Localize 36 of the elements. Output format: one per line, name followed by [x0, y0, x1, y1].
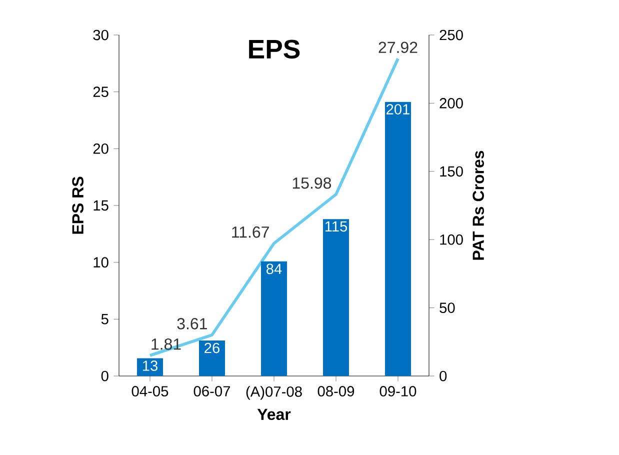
y2-tick-label: 250	[440, 30, 463, 40]
data-label: 201	[386, 104, 410, 114]
bar	[323, 219, 349, 376]
data-label: 27.92	[378, 42, 418, 54]
data-label: 11.67	[232, 226, 269, 238]
x-axis-title: Year	[257, 408, 291, 420]
x-tick-label: (A)07-08	[246, 386, 302, 400]
y2-axis-title: PAT Rs Crores	[472, 150, 484, 260]
x-tick-label: 06-07	[194, 386, 230, 396]
chart-title: EPS	[249, 40, 300, 59]
y-tick-label: 25	[93, 86, 108, 98]
data-label: 3.61	[177, 318, 207, 330]
y-axis-title: EPS RS	[72, 176, 84, 234]
y2-tick-label: 100	[440, 234, 463, 245]
x-tick-label: 04-05	[132, 386, 168, 396]
bar	[199, 340, 225, 376]
x-tick-label: 08-09	[318, 386, 354, 396]
y-tick-label: 10	[94, 257, 108, 268]
bar	[384, 102, 411, 376]
y-tick-label: 20	[93, 143, 108, 154]
y2-tick-label: 200	[440, 98, 463, 108]
y-tick-label: 5	[101, 314, 108, 324]
bar	[261, 261, 287, 376]
data-label: 26	[204, 342, 220, 354]
y-tick-label: 30	[93, 30, 108, 40]
data-label: 15.98	[292, 177, 332, 189]
data-label: 84	[266, 264, 282, 274]
y2-tick-label: 50	[440, 302, 455, 313]
y2-tick-label: 150	[440, 166, 463, 177]
data-label: 115	[325, 221, 348, 232]
y2-tick-label: 0	[440, 370, 447, 382]
data-label: 13	[142, 360, 158, 371]
y-tick-label: 15	[94, 200, 108, 211]
x-tick-label: 09-10	[380, 386, 416, 396]
data-label: 1.81	[152, 338, 181, 350]
y-tick-label: 0	[101, 370, 108, 382]
